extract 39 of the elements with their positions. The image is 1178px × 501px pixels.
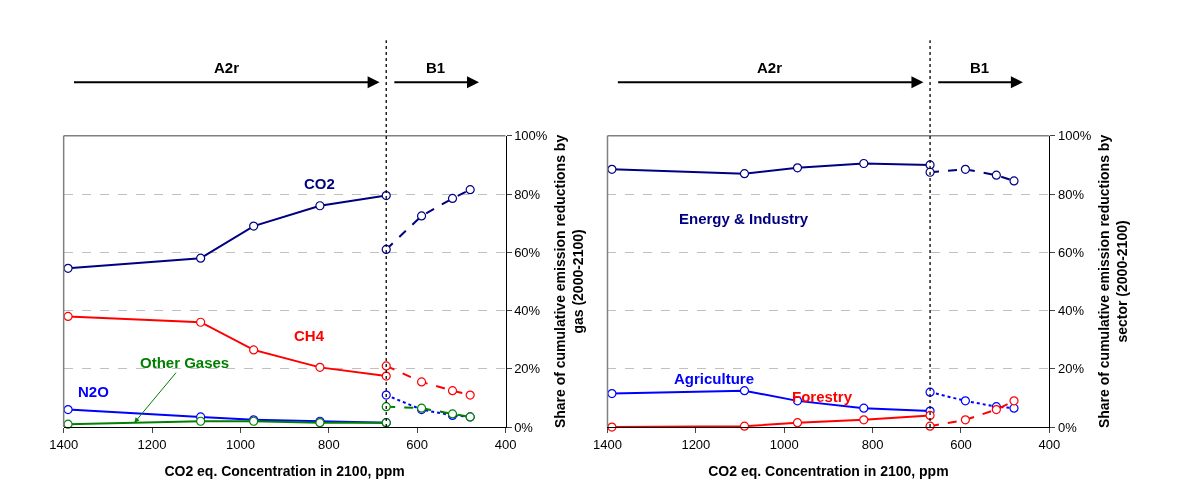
- y-tick-label: 60%: [514, 244, 541, 260]
- text: B1: [970, 59, 990, 76]
- x-tick-label: 600: [406, 436, 429, 452]
- y-tick-label: 60%: [1057, 244, 1085, 260]
- y-tick-label: 40%: [1057, 303, 1085, 319]
- y-tick-label: 0%: [514, 419, 534, 435]
- text: A2r: [214, 59, 240, 76]
- y-tick-label: 20%: [514, 361, 541, 377]
- x-tick-label: 1200: [681, 436, 711, 452]
- y-tick-label: 20%: [1057, 361, 1085, 377]
- x-tick-label: 1000: [225, 436, 255, 452]
- series-label: Forestry: [792, 388, 853, 405]
- series-label: N2O: [78, 383, 110, 400]
- y-tick-label: 100%: [514, 128, 548, 144]
- x-axis-title: CO2 eq. Concentration in 2100, ppm: [708, 462, 949, 479]
- y-tick-label: 0%: [1057, 419, 1078, 435]
- y-tick-label: 80%: [1057, 186, 1085, 202]
- series-label: Agriculture: [674, 370, 755, 387]
- series-label: CO2: [304, 175, 335, 192]
- text: Other Gases: [140, 354, 230, 371]
- y-tick-label: 80%: [514, 186, 541, 202]
- y-axis-title: Share of cumulative emission reductions by gas (2000-2100): [552, 134, 587, 429]
- x-axis-title: CO2 eq. Concentration in 2100, ppm: [164, 462, 405, 479]
- x-tick-label: 1400: [593, 436, 622, 452]
- y-tick-label: 100%: [1057, 128, 1092, 144]
- text: B1: [426, 59, 446, 76]
- x-tick-label: 1200: [137, 436, 167, 452]
- text: Energy & Industry: [679, 210, 809, 227]
- text: A2r: [757, 59, 783, 76]
- x-tick-label: 800: [317, 436, 340, 452]
- x-tick-label: 400: [494, 436, 517, 452]
- x-tick-label: 800: [861, 436, 884, 452]
- series-label: CH4: [294, 327, 325, 344]
- x-tick-label: 400: [1038, 436, 1061, 452]
- x-tick-label: 1000: [769, 436, 799, 452]
- x-tick-label: 1400: [49, 436, 79, 452]
- y-tick-label: 40%: [514, 303, 541, 319]
- x-tick-label: 600: [950, 436, 972, 452]
- y-axis-title: Share of cumulative emission reductions by sector (2000-2100): [1095, 134, 1131, 429]
